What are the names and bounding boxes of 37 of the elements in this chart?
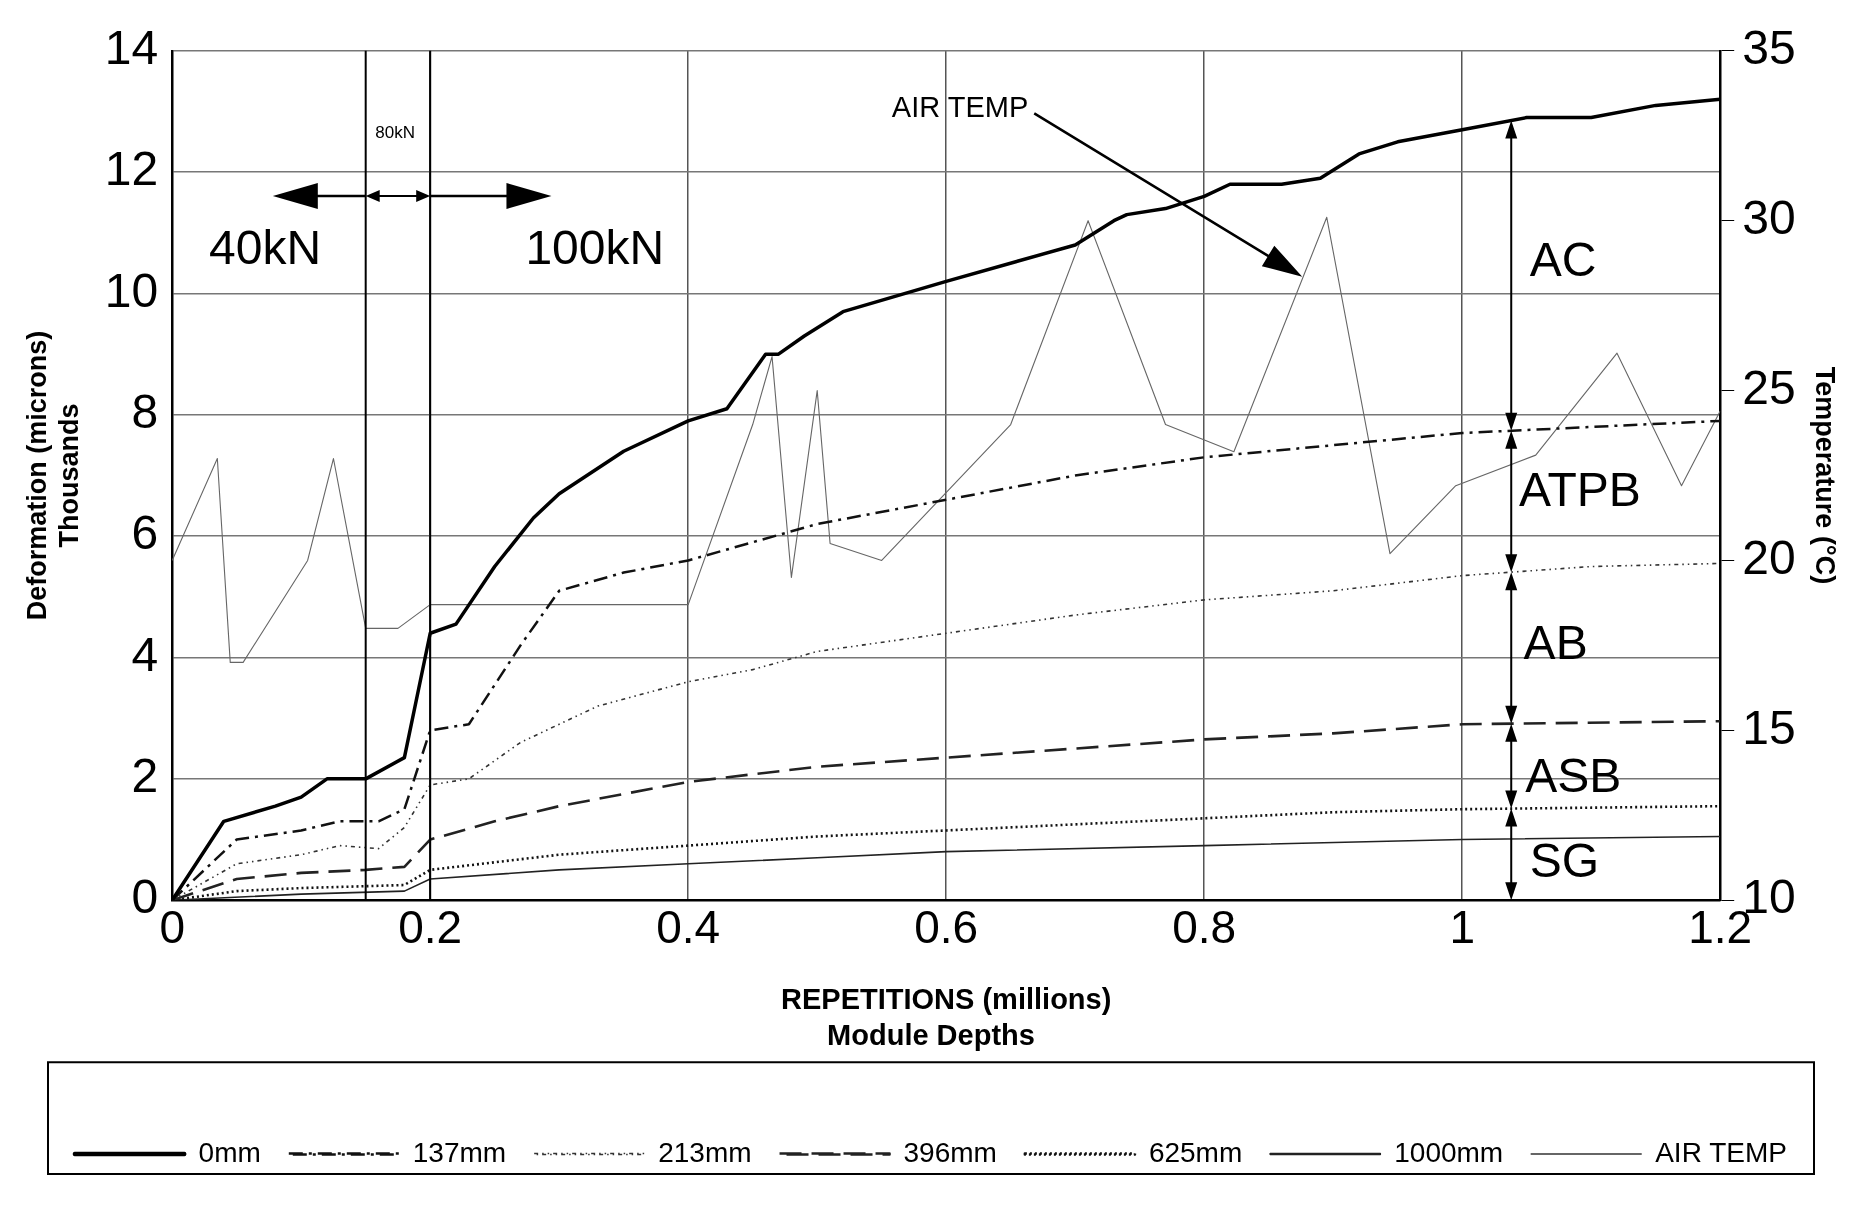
x-axis-title: REPETITIONS (millions): [781, 982, 1112, 1015]
annotation: AB: [1523, 615, 1588, 669]
y-tick-label: 6: [131, 506, 159, 560]
annotation: 40kN: [209, 220, 322, 274]
x-tick-label: 0.8: [1172, 901, 1237, 954]
legend-label: 0mm: [198, 1136, 261, 1168]
annotation: SG: [1529, 833, 1600, 887]
legend-label: 137mm: [412, 1136, 507, 1168]
y-tick-label: 8: [131, 385, 159, 439]
legend-label: 625mm: [1148, 1136, 1243, 1168]
y2-axis-title: Temperature (°C): [1810, 366, 1841, 585]
annotation: AIR TEMP: [891, 91, 1029, 124]
legend-label: AIR TEMP: [1655, 1136, 1787, 1168]
x-tick-label: 1: [1449, 901, 1475, 954]
annotation: 80kN: [375, 122, 415, 142]
y-axis-title: Deformation (microns) Thousands: [21, 330, 85, 621]
y-tick-label: 12: [104, 142, 159, 196]
legend-label: 213mm: [658, 1136, 752, 1168]
x-tick-label: 0.2: [398, 901, 463, 954]
annotation: ASB: [1525, 748, 1622, 802]
annotation: ATPB: [1518, 462, 1641, 516]
y2-tick-label: 25: [1742, 360, 1796, 414]
annotation: AC: [1529, 233, 1597, 287]
y2-tick-label: 35: [1742, 21, 1796, 75]
legend-title: Module Depths: [827, 1018, 1035, 1051]
legend-label: 396mm: [903, 1136, 997, 1168]
y2-tick-label: 30: [1742, 190, 1796, 244]
y-tick-label: 4: [131, 627, 159, 681]
y2-tick-label: 15: [1742, 700, 1796, 754]
y-tick-label: 2: [131, 749, 159, 803]
legend-label: 1000mm: [1394, 1136, 1504, 1168]
x-tick-label: 0.4: [656, 901, 721, 954]
x-tick-label: 0.6: [914, 901, 979, 954]
y-tick-label: 14: [104, 21, 159, 75]
annotation: 100kN: [525, 220, 665, 274]
y-tick-label: 10: [104, 263, 159, 317]
y2-tick-label: 20: [1742, 530, 1796, 584]
